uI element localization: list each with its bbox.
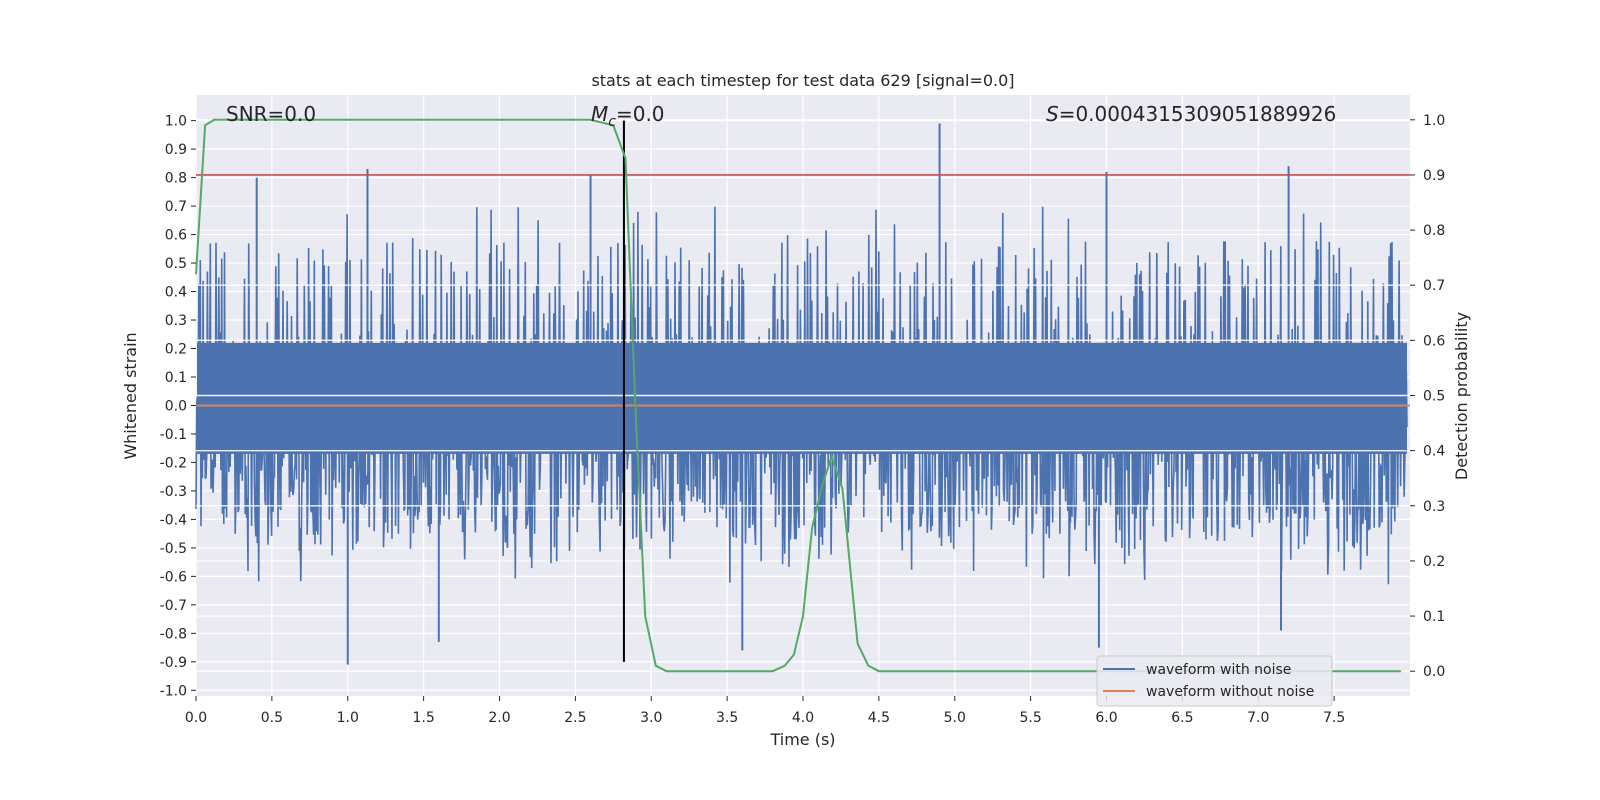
legend-label-clean: waveform without noise [1146,684,1314,700]
y2-tick-label: 0.6 [1423,333,1445,349]
x-axis-title: Time (s) [769,730,835,749]
y-tick-label: 0.8 [165,171,187,187]
y-tick-label: -1.0 [160,683,187,699]
overlay [195,118,1410,673]
x-tick-label: 1.5 [412,710,434,726]
x-tick-label: 6.5 [1171,710,1193,726]
legend-label-noise: waveform with noise [1146,662,1291,678]
y2-tick-label: 0.7 [1423,278,1445,294]
y-tick-label: -0.1 [160,427,187,443]
x-tick-label: 5.5 [1019,710,1041,726]
x-tick-label: 3.0 [640,710,662,726]
x-tick-label: 2.0 [488,710,510,726]
y2-tick-label: 0.3 [1423,499,1445,515]
y-tick-label: -0.7 [160,598,187,614]
x-tick-label: 7.5 [1323,710,1345,726]
y-tick-label: -0.8 [160,626,187,642]
mc-annotation: Mc=0.0 [591,102,665,130]
y-tick-label: 0.0 [165,398,187,414]
y-tick-label: 0.5 [165,256,187,272]
y-tick-label: 0.2 [165,342,187,358]
y-tick-label: 0.9 [165,142,187,158]
y-tick-label: -0.5 [160,541,187,557]
y-tick-label: 0.1 [165,370,187,386]
s-annotation: S=0.0004315309051889926 [1046,102,1336,126]
y-axis-title: Whitened strain [121,332,140,459]
y2-tick-label: 0.5 [1423,389,1445,405]
legend: waveform with noise waveform without noi… [1096,655,1333,707]
y-tick-label: -0.3 [160,484,187,500]
y2-tick-label: 0.4 [1423,444,1445,460]
y-tick-label: 0.3 [165,313,187,329]
y2-axis-title: Detection probability [1452,312,1471,480]
y2-tick-label: 0.2 [1423,554,1445,570]
x-tick-label: 7.0 [1247,710,1269,726]
snr-annotation: SNR=0.0 [226,102,316,126]
x-tick-label: 3.5 [716,710,738,726]
ticks: 0.0 0.5 1.0 1.5 2.0 2.5 3.0 3.5 4.0 4.5 5.0 5.5 6.0 6… [160,113,1446,726]
x-tick-label: 4.0 [792,710,814,726]
x-tick-label: 0.5 [261,710,283,726]
y-tick-label: -0.6 [160,569,187,585]
noise-core-band [197,342,1407,454]
y-tick-label: 1.0 [165,114,187,130]
x-tick-label: 6.0 [1095,710,1117,726]
y2-tick-label: 0.9 [1423,168,1445,184]
y-tick-label: 0.6 [165,228,187,244]
x-tick-label: 2.5 [564,710,586,726]
y2-tick-label: 1.0 [1423,113,1445,129]
legend-box [1096,655,1333,707]
x-tick-label: 4.5 [868,710,890,726]
y-tick-label: 0.7 [165,199,187,215]
detection-probability-line [195,118,1401,673]
y2-tick-label: 0.1 [1423,609,1445,625]
x-tick-label: 1.0 [337,710,359,726]
y-tick-label: 0.4 [165,285,187,301]
y-tick-label: -0.9 [160,655,187,671]
y-tick-label: -0.2 [160,455,187,471]
y2-tick-label: 0.0 [1423,664,1445,680]
y-tick-label: -0.4 [160,512,187,528]
chart-title: stats at each timestep for test data 629… [591,71,1014,90]
x-tick-label: 0.0 [185,710,207,726]
x-tick-label: 5.0 [944,710,966,726]
y2-tick-label: 0.8 [1423,223,1445,239]
noise-series [195,123,1408,665]
